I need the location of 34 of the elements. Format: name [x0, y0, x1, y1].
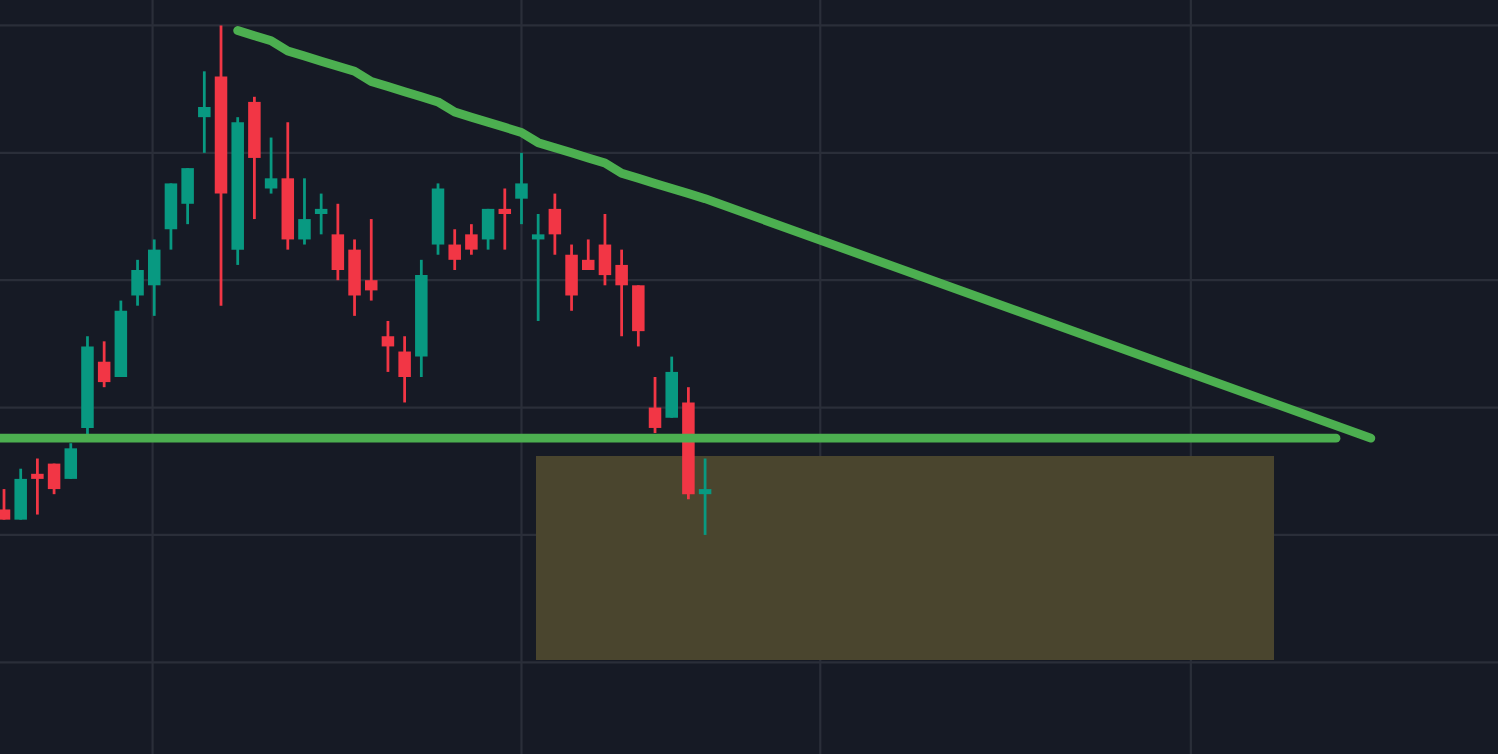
candlestick	[698, 457, 712, 537]
candlestick	[348, 238, 361, 318]
candlestick	[314, 192, 328, 236]
candlestick	[31, 457, 44, 516]
candlestick	[198, 69, 211, 155]
candlestick	[548, 192, 562, 257]
candlestick	[381, 319, 395, 374]
candlestick	[648, 375, 662, 435]
candlestick	[64, 441, 78, 481]
candlestick	[0, 487, 11, 522]
candlestick	[531, 212, 545, 323]
candlestick	[498, 187, 512, 252]
candlestick	[615, 248, 628, 338]
candlestick	[14, 467, 27, 522]
candlestick	[147, 238, 161, 318]
candlestick	[131, 258, 144, 308]
candlestick	[164, 182, 178, 252]
candlestick	[448, 227, 461, 272]
candlestick	[515, 151, 528, 226]
candlestick	[581, 238, 595, 272]
candlestick	[298, 176, 311, 246]
candlestick	[481, 207, 495, 252]
candlestick	[398, 334, 411, 404]
candlestick	[97, 339, 111, 389]
candlestick	[181, 166, 194, 226]
candlestick	[264, 136, 278, 195]
candlestick	[632, 283, 645, 348]
candlestick	[598, 212, 612, 287]
candlestick	[47, 462, 61, 496]
candlestick	[364, 217, 378, 302]
candlestick	[331, 202, 345, 282]
candlestick	[465, 222, 478, 257]
candlestick	[565, 243, 578, 313]
candlestick	[665, 355, 678, 420]
